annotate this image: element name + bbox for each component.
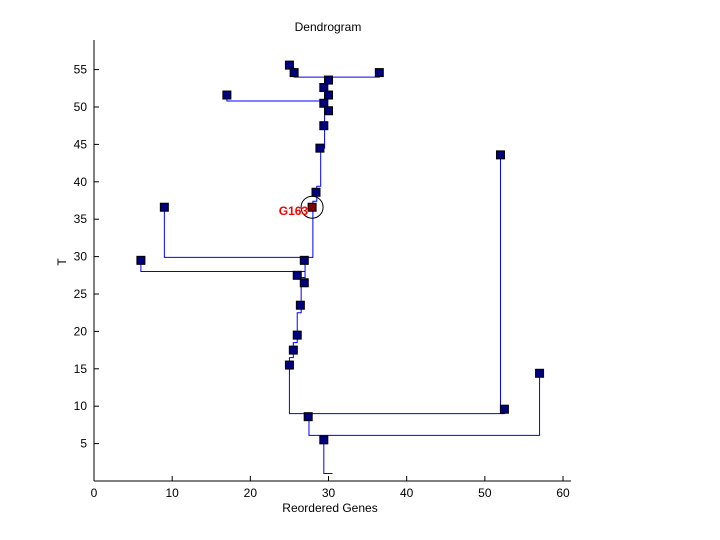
dendrogram-node[interactable] [315,143,325,153]
dendrogram-node[interactable] [284,60,294,70]
y-tick-label: 25 [74,287,88,301]
highlight-label: G163 [279,204,309,218]
dendrogram-node[interactable] [292,330,302,340]
dendrogram-node[interactable] [319,121,329,131]
y-tick-label: 20 [74,324,88,338]
x-tick-label: 40 [400,486,414,500]
dendrogram-node[interactable] [319,98,329,108]
y-tick-label: 10 [74,399,88,413]
dendrogram-node[interactable] [319,435,329,445]
dendrogram-node[interactable] [319,83,329,93]
x-tick-label: 10 [165,486,179,500]
dendrogram-node[interactable] [136,255,146,265]
chart-title: Dendrogram [295,20,362,34]
dendrogram-link [293,72,380,78]
dendrogram-node[interactable] [299,278,309,288]
dendrogram-node[interactable] [222,90,232,100]
x-tick-label: 30 [322,486,336,500]
y-tick-label: 50 [74,100,88,114]
dendrogram-link [308,373,541,436]
dendrogram-node[interactable] [535,368,545,378]
y-axis-label: T [55,258,69,266]
y-tick-label: 35 [74,212,88,226]
dendrogram-node[interactable] [495,150,505,160]
y-tick-label: 40 [74,175,88,189]
dendrogram-node[interactable] [292,270,302,280]
dendrogram-link [163,207,314,258]
dendrogram-node[interactable] [324,90,334,100]
dendrogram-node[interactable] [299,255,309,265]
x-tick-label: 0 [91,486,98,500]
dendrogram-node[interactable] [499,404,509,414]
x-tick-label: 20 [244,486,258,500]
highlight-circle [300,195,324,219]
dendrogram-node[interactable] [324,106,334,116]
dendrogram-link [323,435,333,475]
x-tick-label: 50 [478,486,492,500]
y-tick-label: 30 [74,250,88,264]
dendrogram-link [288,365,505,415]
highlighted-node[interactable] [307,202,317,212]
dendrogram-node[interactable] [289,68,299,78]
dendrogram-node[interactable] [295,300,305,310]
dendrogram-node[interactable] [324,75,334,85]
x-axis-label: Reordered Genes [282,501,377,515]
dendrogram-node[interactable] [159,202,169,212]
dendrogram-node[interactable] [288,345,298,355]
dendrogram-node[interactable] [374,68,384,78]
dendrogram-node[interactable] [311,187,321,197]
dendrogram-link [226,95,325,102]
y-tick-label: 15 [74,362,88,376]
dendrogram-node[interactable] [303,412,313,422]
dendrogram-node[interactable] [284,360,294,370]
y-tick-label: 55 [74,63,88,77]
y-tick-label: 5 [80,437,87,451]
y-tick-label: 45 [74,137,88,151]
dendrogram-link [140,260,306,278]
x-tick-label: 60 [556,486,570,500]
